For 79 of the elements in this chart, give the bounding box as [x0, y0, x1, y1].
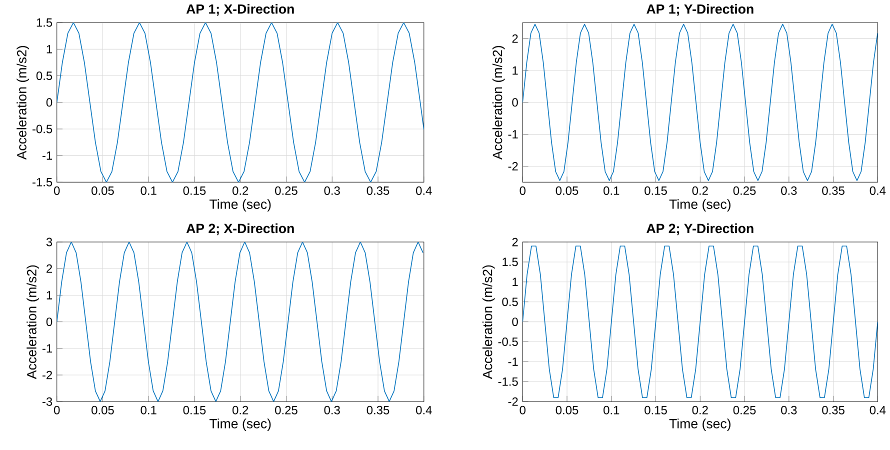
- x-tick-label: 0.15: [644, 406, 667, 414]
- x-tick-label: 0.1: [604, 406, 620, 414]
- y-tick-label: 2: [512, 238, 518, 246]
- x-axis-title: Time (sec): [210, 418, 271, 431]
- y-tick-label: -2: [508, 162, 518, 170]
- y-axis-title: Acceleration (m/s2): [16, 46, 30, 160]
- y-tick-label: -1: [508, 130, 518, 138]
- chart-title: AP 1; X-Direction: [186, 4, 294, 16]
- x-tick-label: 0.15: [183, 186, 206, 195]
- y-tick-label: -1: [42, 344, 52, 352]
- x-tick-label: 0.05: [92, 186, 114, 195]
- y-tick-label: 3: [46, 238, 52, 246]
- chart-title: AP 2; X-Direction: [186, 223, 294, 235]
- y-tick-label: 0: [512, 98, 518, 106]
- y-tick-label: 2: [46, 264, 52, 273]
- x-tick-label: 0.2: [232, 186, 248, 195]
- x-tick-label: 0.4: [870, 186, 886, 195]
- x-tick-label: 0.15: [644, 186, 667, 195]
- y-tick-label: -0.5: [32, 124, 52, 133]
- y-tick-label: -3: [42, 397, 52, 406]
- line-series: [56, 22, 424, 182]
- y-tick-label: 0.5: [502, 297, 518, 306]
- x-tick-label: 0.1: [140, 186, 156, 195]
- x-tick-label: 0: [54, 186, 60, 195]
- x-tick-label: 0.4: [416, 186, 432, 195]
- x-tick-label: 0.35: [822, 406, 844, 414]
- x-tick-label: 0.1: [604, 186, 620, 195]
- x-tick-label: 0.3: [324, 406, 340, 414]
- x-tick-label: 0: [520, 406, 526, 414]
- y-tick-label: 0: [512, 317, 518, 326]
- y-tick-label: -0.5: [498, 337, 518, 346]
- y-tick-label: 1: [46, 290, 52, 300]
- y-tick-label: 0: [46, 98, 52, 106]
- x-tick-label: 0.35: [822, 186, 844, 195]
- x-tick-label: 0.4: [416, 406, 432, 414]
- y-tick-label: 2: [512, 34, 518, 43]
- chart-title: AP 1; Y-Direction: [646, 4, 754, 16]
- x-tick-label: 0.3: [781, 406, 797, 414]
- y-axis-title: Acceleration (m/s2): [492, 46, 505, 160]
- x-tick-label: 0.2: [692, 406, 708, 414]
- x-axis-title: Time (sec): [210, 198, 271, 212]
- x-tick-label: 0.05: [556, 186, 578, 195]
- line-series: [56, 242, 424, 402]
- x-tick-label: 0.15: [183, 406, 206, 414]
- y-tick-label: 1.5: [36, 18, 52, 27]
- x-tick-label: 0.3: [781, 186, 797, 195]
- y-tick-label: -2: [42, 370, 52, 379]
- y-tick-label: -1: [508, 357, 518, 366]
- y-tick-label: -2: [508, 397, 518, 406]
- y-tick-label: -1.5: [32, 178, 52, 186]
- x-axis-title: Time (sec): [669, 198, 730, 212]
- x-tick-label: 0.25: [733, 406, 756, 414]
- y-axis-title: Acceleration (m/s2): [482, 265, 495, 379]
- x-tick-label: 0.2: [232, 406, 248, 414]
- x-axis-title: Time (sec): [669, 418, 730, 431]
- x-tick-label: 0.4: [870, 406, 886, 414]
- y-axis-title: Acceleration (m/s2): [26, 265, 40, 379]
- chart-title: AP 2; Y-Direction: [646, 223, 754, 235]
- x-tick-label: 0.25: [275, 186, 298, 195]
- x-tick-label: 0.3: [324, 186, 340, 195]
- x-tick-label: 0.05: [556, 406, 578, 414]
- x-tick-label: 0.2: [692, 186, 708, 195]
- x-tick-label: 0: [520, 186, 526, 195]
- y-tick-label: 1: [46, 44, 52, 54]
- y-tick-label: 1.5: [502, 258, 518, 266]
- y-tick-label: -1: [42, 151, 52, 160]
- y-tick-label: 1: [512, 66, 518, 74]
- x-tick-label: 0.25: [275, 406, 298, 414]
- x-tick-label: 0.1: [140, 406, 156, 414]
- x-tick-label: 0.35: [366, 186, 390, 195]
- y-tick-label: 1: [512, 278, 518, 286]
- x-tick-label: 0.05: [92, 406, 114, 414]
- y-tick-label: 0.5: [36, 71, 52, 80]
- x-tick-label: 0.25: [733, 186, 756, 195]
- y-tick-label: -1.5: [498, 377, 518, 386]
- x-tick-label: 0.35: [366, 406, 390, 414]
- y-tick-label: 0: [46, 317, 52, 326]
- line-series: [522, 245, 878, 398]
- x-tick-label: 0: [54, 406, 60, 414]
